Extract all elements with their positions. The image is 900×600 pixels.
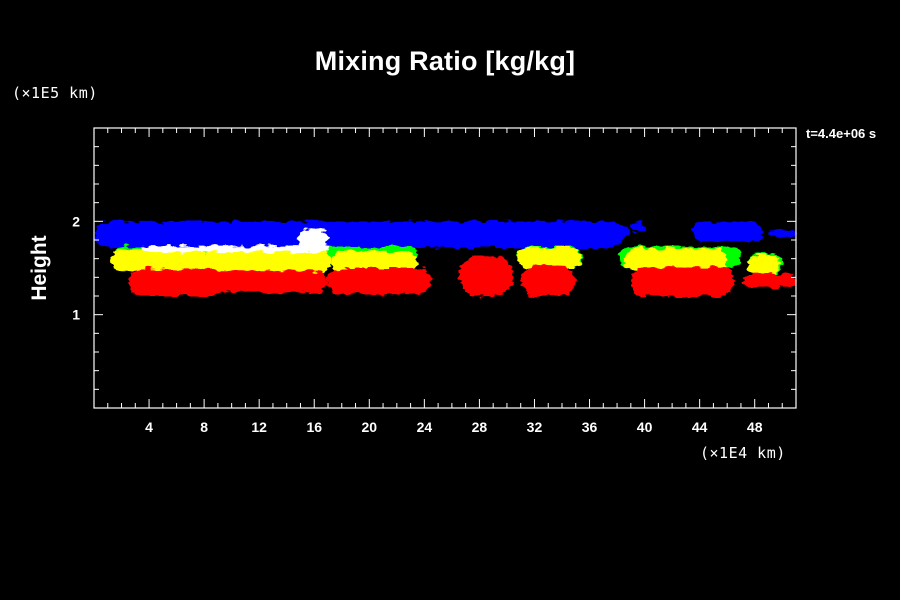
mixing-blob-0-3 [692,221,763,242]
x-tick-label: 40 [637,419,653,435]
x-tick-label: 32 [527,419,543,435]
mixing-blob-3-1 [142,245,328,253]
mixing-blob-2-5 [747,254,780,276]
chart-title: Mixing Ratio [kg/kg] [314,46,576,76]
x-tick-label: 20 [362,419,378,435]
x-tick-label: 36 [582,419,598,435]
plot-frame [93,127,797,409]
mixing-blob-0-2 [630,222,645,233]
mixing-blob-0-0 [94,221,624,248]
mixing-blob-4-5 [630,267,735,296]
mixing-blob-2-3 [517,247,582,268]
mixing-layer-3 [142,229,328,253]
x-tick-label: 4 [145,419,153,435]
mixing-layer-2 [110,247,780,276]
mixing-blob-2-2 [330,251,418,272]
y-axis-unit-label: (×1E5 km) [12,84,98,102]
mixing-ratio-field [94,221,796,296]
axes-frame [93,127,797,409]
x-tick-label: 16 [306,419,322,435]
mixing-layer-0 [94,221,796,248]
mixing-blob-4-6 [743,273,796,288]
time-stamp-label: t=4.4e+06 s [806,126,877,141]
mixing-blob-4-3 [458,256,514,296]
mixing-blob-4-1 [204,270,328,293]
x-tick-label: 44 [692,419,708,435]
mixing-blob-2-4 [623,248,728,271]
mixing-blob-0-1 [603,225,629,234]
x-tick-label: 12 [251,419,267,435]
mixing-blob-2-0 [110,249,207,271]
x-tick-label: 28 [472,419,488,435]
x-tick-label: 8 [200,419,208,435]
x-tick-label: 48 [747,419,763,435]
y-tick-label: 2 [72,213,80,229]
mixing-layer-4 [128,256,796,296]
mixing-blob-4-2 [328,268,432,295]
mixing-blob-0-4 [768,230,796,238]
mixing-blob-4-4 [520,266,576,296]
y-tick-label: 1 [72,307,80,323]
mixing-blob-4-0 [128,268,225,296]
x-axis-unit-label: (×1E4 km) [700,444,786,462]
x-tick-label: 24 [417,419,433,435]
mixing-blob-2-1 [201,249,331,275]
